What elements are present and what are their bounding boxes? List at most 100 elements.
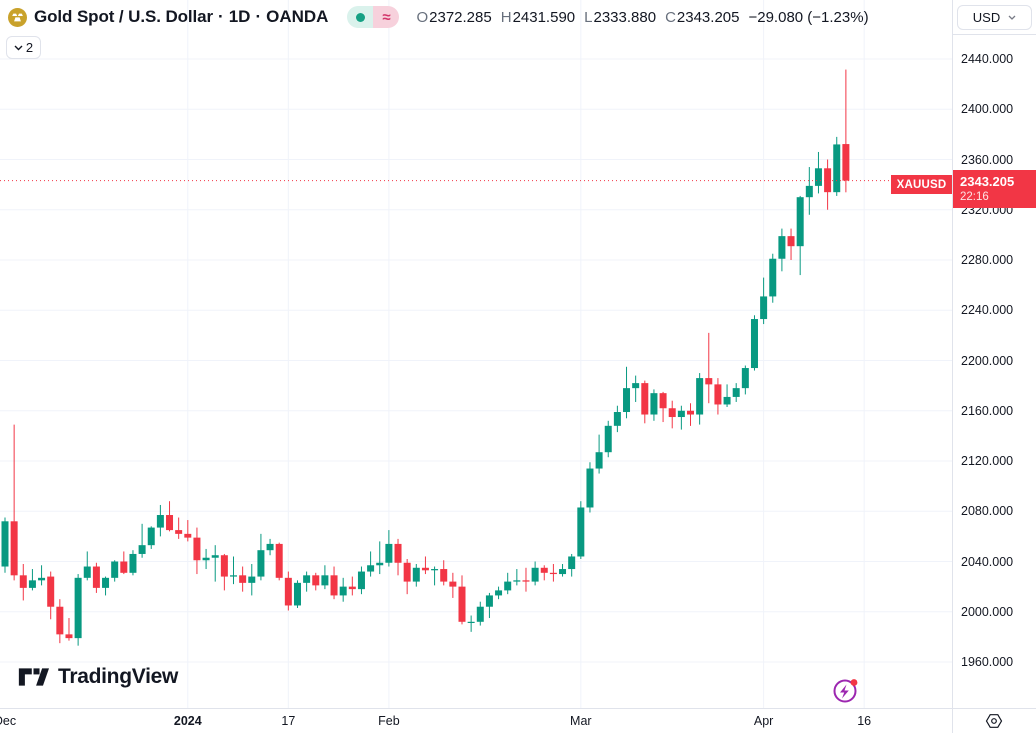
candle xyxy=(677,405,685,430)
candle xyxy=(312,572,320,591)
watermark-text: TradingView xyxy=(58,665,179,688)
candle xyxy=(732,383,740,402)
close-value: 2343.205 xyxy=(676,8,740,26)
chart-canvas[interactable] xyxy=(0,0,952,708)
object-count: 2 xyxy=(25,40,34,55)
candle xyxy=(814,151,822,194)
timezone-settings-icon[interactable] xyxy=(984,711,1004,731)
candle xyxy=(485,592,493,619)
candle xyxy=(129,550,137,576)
candle xyxy=(421,556,429,575)
low-value: 2333.880 xyxy=(593,8,657,26)
candle xyxy=(687,403,694,426)
price-axis-tick: 2200.000 xyxy=(961,353,1014,368)
market-open-indicator[interactable] xyxy=(347,6,374,28)
candle xyxy=(632,375,640,402)
candle xyxy=(239,566,247,592)
interval-label[interactable]: 1D xyxy=(228,7,251,26)
candle xyxy=(696,373,704,425)
object-tree-collapse-button[interactable]: 2 xyxy=(6,36,41,59)
price-axis-tick: 2120.000 xyxy=(961,454,1014,468)
symbol-price-label: XAUUSD xyxy=(891,175,952,194)
legend-main-row: Gold Spot / U.S. Dollar · 1D · OANDA ≈ O… xyxy=(8,6,869,28)
time-axis-tick: 17 xyxy=(281,714,296,728)
price-axis-tick: 2080.000 xyxy=(961,504,1014,519)
candle xyxy=(65,618,73,641)
candle xyxy=(476,601,484,626)
candle xyxy=(385,530,393,567)
open-value: 2372.285 xyxy=(429,8,492,26)
candle xyxy=(19,564,27,601)
price-axis[interactable]: 2440.000 2400.000 2360.000 2320.000 2280.000… xyxy=(953,0,1036,708)
candle xyxy=(604,420,612,458)
chevron-down-icon xyxy=(14,45,23,50)
candle xyxy=(348,576,356,596)
candle xyxy=(202,548,210,570)
candle xyxy=(376,541,384,575)
close-label: C xyxy=(665,8,676,26)
price-axis-separator xyxy=(952,0,953,733)
candle xyxy=(650,389,658,421)
symbol-title[interactable]: Gold Spot / U.S. Dollar xyxy=(34,7,214,26)
candle xyxy=(641,380,649,424)
currency-label: USD xyxy=(972,9,1001,25)
tradingview-watermark[interactable]: TradingView xyxy=(18,664,178,690)
candle xyxy=(403,558,411,595)
candle xyxy=(458,575,466,625)
candle xyxy=(138,523,146,558)
gold-symbol-logo-icon xyxy=(8,7,27,27)
candle xyxy=(531,561,539,586)
current-price-value: 2343.205 xyxy=(960,174,1015,189)
candle xyxy=(778,228,786,272)
time-axis-tick: 2024 xyxy=(173,714,202,728)
candle xyxy=(284,571,292,611)
candle xyxy=(330,566,338,600)
candle xyxy=(357,566,365,595)
candle xyxy=(248,564,256,596)
candle xyxy=(83,551,91,581)
time-axis-tick: Apr xyxy=(753,714,774,728)
title-separator: · xyxy=(255,7,262,26)
bar-countdown: 22:16 xyxy=(960,191,989,203)
market-status-pill[interactable]: ≈ xyxy=(347,6,400,28)
approx-icon: ≈ xyxy=(382,8,391,26)
boost-lightning-icon[interactable] xyxy=(831,675,861,705)
candle xyxy=(714,378,722,415)
candle xyxy=(769,253,777,303)
delayed-data-indicator[interactable]: ≈ xyxy=(373,6,400,28)
candle xyxy=(166,501,174,532)
price-axis-tick: 2360.000 xyxy=(961,152,1014,167)
price-axis-header: USD xyxy=(953,0,1036,35)
exchange-label[interactable]: OANDA xyxy=(266,7,329,26)
candle xyxy=(513,569,521,586)
candle xyxy=(321,565,329,590)
candle xyxy=(467,615,475,632)
low-label: L xyxy=(584,8,593,26)
candle xyxy=(394,538,402,576)
candle xyxy=(47,571,55,620)
candle xyxy=(613,405,621,433)
candle xyxy=(193,527,201,575)
candle xyxy=(293,580,301,608)
candle xyxy=(38,565,46,586)
currency-selector-button[interactable]: USD xyxy=(957,4,1032,30)
candle xyxy=(504,572,512,595)
tradingview-logo-icon xyxy=(18,668,49,686)
time-axis[interactable]: Dec 2024 17 Feb Mar Apr 16 xyxy=(0,709,952,733)
candle xyxy=(431,566,439,586)
candle xyxy=(92,562,100,593)
candle xyxy=(568,553,576,577)
candle xyxy=(440,560,448,586)
high-value: 2431.590 xyxy=(512,8,576,26)
chevron-down-icon xyxy=(1008,15,1016,20)
candle xyxy=(595,434,603,474)
candle xyxy=(750,315,758,371)
candle xyxy=(230,556,237,585)
price-axis-tick: 2040.000 xyxy=(961,554,1014,569)
candle xyxy=(522,567,530,592)
price-axis-tick: 2240.000 xyxy=(961,303,1014,318)
candle xyxy=(10,424,18,581)
candle xyxy=(668,400,676,429)
candle xyxy=(559,564,567,577)
price-axis-tick: 2440.000 xyxy=(961,52,1014,66)
